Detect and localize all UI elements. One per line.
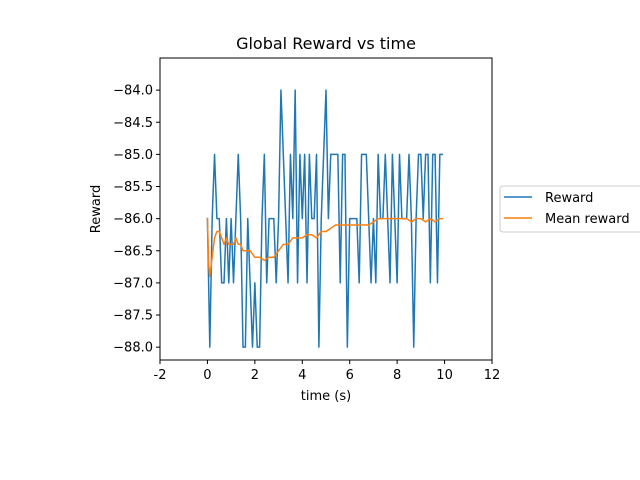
x-tick-label: 4 [298,368,306,383]
x-axis: -2 0 2 4 6 8 10 12 [154,360,501,383]
plot-area-frame [159,57,493,361]
y-tick-label: −87.0 [113,276,153,291]
legend-box [499,185,640,233]
x-tick-label: 8 [393,368,401,383]
chart-title: Global Reward vs time [236,34,416,53]
legend: Reward Mean reward [499,185,640,233]
y-tick-label: −87.5 [113,309,153,324]
legend-label: Reward [545,191,593,206]
y-tick-label: −84.5 [113,116,153,131]
x-tick-label: -2 [154,368,167,383]
x-tick-label: 12 [484,368,501,383]
y-axis: −88.0 −87.5 −87.0 −86.5 −86.0 −85.5 −85.0 −84.5… [113,84,160,356]
series-layer [206,89,443,348]
x-tick-label: 0 [203,368,211,383]
y-tick-label: −85.0 [113,148,153,163]
x-tick-label: 6 [346,368,354,383]
series-line-mean-reward [206,217,443,278]
y-tick-label: −86.0 [113,212,153,227]
x-axis-label: time (s) [301,389,351,404]
y-axis-label: Reward [89,185,104,233]
y-tick-label: −86.5 [113,244,153,259]
legend-label: Mean reward [545,212,630,227]
x-tick-label: 10 [436,368,453,383]
y-tick-label: −85.5 [113,180,153,195]
y-tick-label: −84.0 [113,84,153,99]
y-tick-label: −88.0 [113,341,153,356]
x-tick-label: 2 [251,368,259,383]
